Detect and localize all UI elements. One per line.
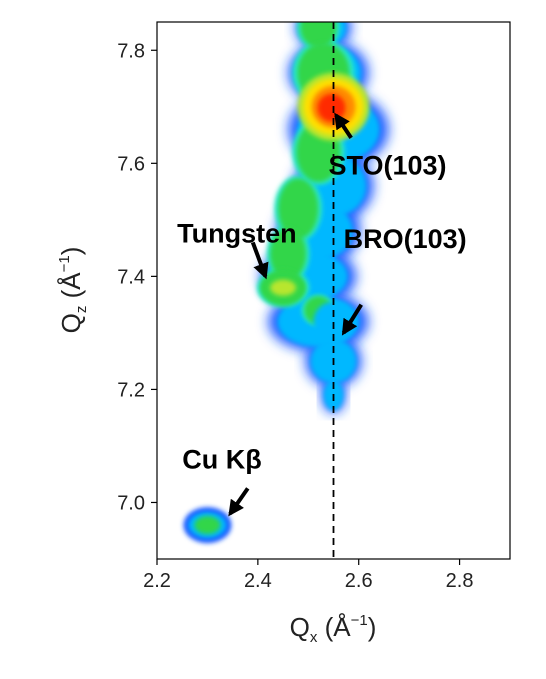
annotation-arrow	[334, 112, 353, 139]
x-axis-label: Qx (Å−1)	[290, 612, 377, 646]
peak-cukb-green	[194, 516, 221, 535]
x-tick-label: 2.4	[244, 570, 272, 592]
annotation-arrow	[250, 241, 269, 280]
y-tick-label: 7.2	[117, 379, 145, 401]
plot-frame	[156, 21, 511, 560]
contour-green	[270, 227, 307, 280]
y-tick-label: 7.4	[117, 266, 145, 288]
y-tick-label: 7.6	[117, 153, 145, 175]
intensity-map	[183, 22, 389, 544]
y-axis-label: Qz (Å−1)	[56, 247, 90, 334]
annotation-label: Cu Kβ	[182, 445, 261, 475]
peak-sto-red	[317, 93, 346, 122]
annotation-label: BRO(103)	[344, 224, 467, 254]
annotation-arrow	[341, 303, 363, 336]
contour-green	[300, 22, 337, 48]
y-axis: 7.0 7.2 7.4 7.6 7.8	[117, 40, 157, 514]
y-tick-label: 7.0	[117, 492, 145, 514]
peak-tungsten-core	[270, 279, 297, 296]
peak-annotations: STO(103) Tungsten BRO(103) Cu Kβ	[177, 112, 467, 517]
x-tick-label: 2.8	[446, 570, 474, 592]
x-axis: 2.2 2.4 2.6 2.8	[143, 559, 473, 592]
y-tick-label: 7.8	[117, 40, 145, 62]
annotation-label: STO(103)	[328, 151, 446, 181]
x-tick-label: 2.6	[345, 570, 373, 592]
annotation-label: Tungsten	[177, 218, 296, 248]
contour-green	[278, 178, 319, 239]
annotation-arrow	[228, 487, 250, 517]
x-tick-label: 2.2	[143, 570, 171, 592]
